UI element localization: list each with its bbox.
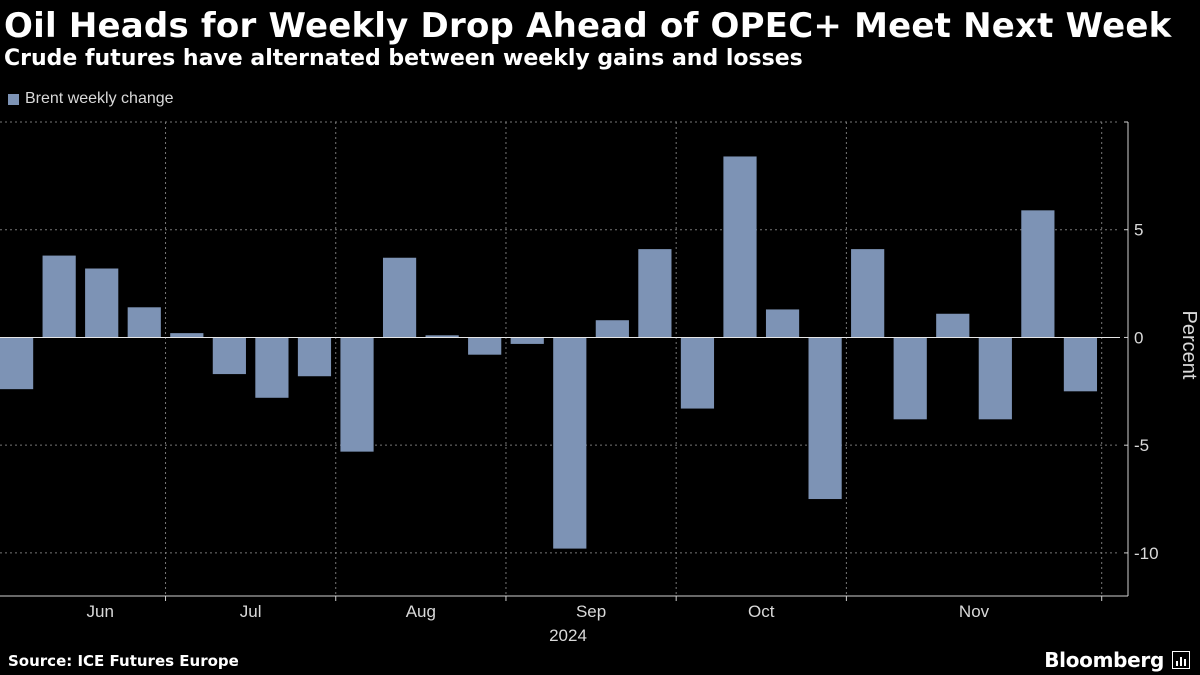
bar bbox=[978, 337, 1012, 420]
bloomberg-terminal-icon bbox=[1172, 651, 1190, 669]
bar bbox=[680, 337, 715, 409]
bar bbox=[425, 335, 459, 338]
bar bbox=[468, 337, 502, 355]
bar bbox=[0, 337, 34, 390]
y-tick-label: -10 bbox=[1134, 544, 1159, 563]
legend-swatch bbox=[8, 93, 19, 105]
bar bbox=[340, 337, 374, 452]
x-tick-label: Nov bbox=[959, 602, 990, 621]
x-tick-label: Jul bbox=[240, 602, 262, 621]
source-note: Source: ICE Futures Europe bbox=[8, 652, 239, 670]
bar bbox=[510, 337, 544, 344]
legend-label: Brent weekly change bbox=[25, 90, 174, 107]
bar bbox=[1021, 210, 1055, 338]
bar bbox=[553, 337, 587, 549]
bar bbox=[127, 307, 161, 338]
bar bbox=[595, 320, 629, 338]
bar bbox=[765, 309, 800, 338]
bar bbox=[382, 257, 417, 338]
bar bbox=[851, 249, 885, 338]
chart-title: Oil Heads for Weekly Drop Ahead of OPEC+… bbox=[4, 6, 1172, 46]
bar bbox=[723, 156, 757, 338]
bar bbox=[1063, 337, 1098, 392]
bar bbox=[255, 337, 289, 398]
x-axis-year-label: 2024 bbox=[549, 626, 587, 645]
x-tick-label: Jun bbox=[87, 602, 114, 621]
brand: Bloomberg bbox=[1044, 648, 1190, 672]
x-tick-label: Aug bbox=[406, 602, 436, 621]
bar bbox=[297, 337, 332, 377]
y-tick-label: 0 bbox=[1134, 328, 1143, 347]
y-axis-title: Percent bbox=[1178, 311, 1200, 380]
x-tick-label: Sep bbox=[576, 602, 606, 621]
bar bbox=[808, 337, 842, 500]
brand-name: Bloomberg bbox=[1044, 648, 1164, 672]
bar bbox=[170, 333, 204, 338]
y-tick-label: 5 bbox=[1134, 221, 1143, 240]
bar bbox=[638, 249, 672, 338]
y-tick-label: -5 bbox=[1134, 436, 1149, 455]
chart-subtitle: Crude futures have alternated between we… bbox=[4, 46, 803, 71]
bar bbox=[936, 313, 970, 338]
legend: Brent weekly change bbox=[8, 90, 174, 108]
x-tick-label: Oct bbox=[748, 602, 775, 621]
bar bbox=[85, 268, 119, 338]
bar bbox=[42, 255, 76, 338]
bar bbox=[212, 337, 246, 375]
bar bbox=[893, 337, 927, 420]
